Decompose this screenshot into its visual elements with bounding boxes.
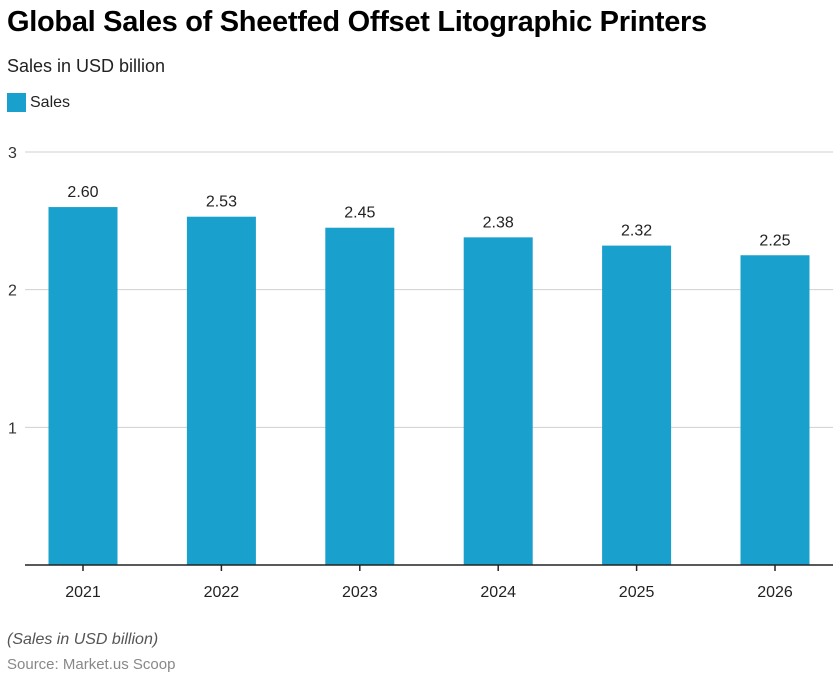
x-tick-label: 2021 (65, 584, 101, 601)
y-tick-label: 3 (8, 145, 17, 162)
bar (740, 255, 810, 565)
bar-value-label: 2.45 (344, 205, 375, 222)
legend-swatch-sales (7, 93, 26, 112)
chart-subtitle: Sales in USD billion (7, 56, 166, 76)
bar-value-label: 2.53 (206, 194, 237, 211)
chart-note: (Sales in USD billion) (7, 631, 159, 648)
y-tick-label: 1 (8, 420, 17, 437)
legend-label-sales: Sales (30, 93, 71, 111)
bar (186, 216, 256, 565)
x-tick-label: 2025 (619, 584, 655, 601)
chart-source: Source: Market.us Scoop (7, 656, 176, 673)
bar-value-label: 2.60 (67, 184, 98, 201)
bar-value-label: 2.25 (759, 232, 790, 249)
bar-value-label: 2.32 (621, 223, 652, 240)
bar (602, 245, 672, 565)
legend: Sales (7, 93, 70, 112)
bar-value-label: 2.38 (483, 214, 514, 231)
x-tick-label: 2024 (480, 584, 516, 601)
bar (48, 207, 118, 566)
bar (463, 237, 533, 565)
x-tick-label: 2023 (342, 584, 378, 601)
x-tick-label: 2026 (757, 584, 793, 601)
y-tick-label: 2 (8, 283, 17, 300)
x-tick-label: 2022 (204, 584, 240, 601)
bar (325, 227, 395, 565)
chart-title: Global Sales of Sheetfed Offset Litograp… (7, 6, 707, 38)
